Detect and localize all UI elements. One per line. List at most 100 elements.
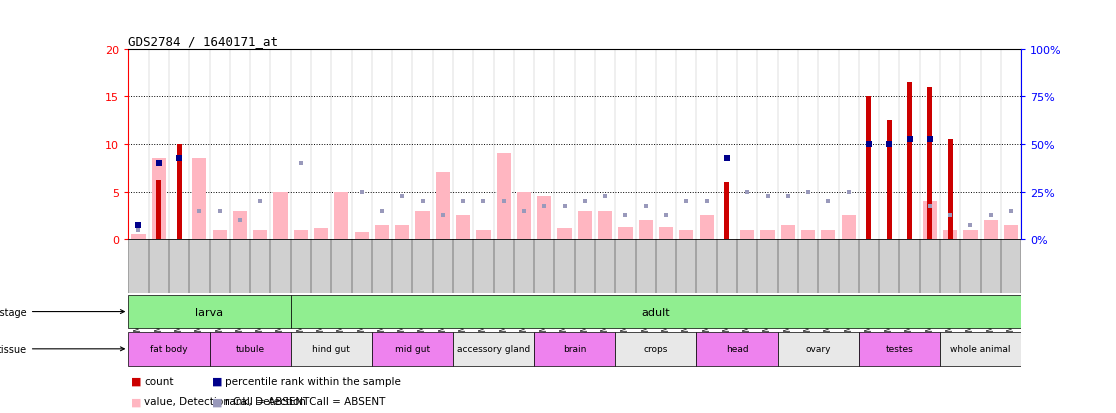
Bar xyxy=(1004,225,1018,240)
Bar xyxy=(352,240,372,293)
Bar xyxy=(920,240,940,293)
Bar xyxy=(375,225,389,240)
Bar xyxy=(983,221,998,240)
Bar xyxy=(331,240,352,293)
Text: accessory gland: accessory gland xyxy=(456,344,530,354)
Bar xyxy=(887,121,892,240)
Bar xyxy=(859,332,940,366)
Bar xyxy=(923,202,937,240)
Bar xyxy=(156,180,161,240)
Bar xyxy=(290,240,311,293)
Bar xyxy=(598,211,613,240)
Text: testes: testes xyxy=(885,344,913,354)
Text: ■: ■ xyxy=(212,396,222,406)
Bar xyxy=(724,183,730,240)
Bar xyxy=(595,240,615,293)
Bar xyxy=(696,240,716,293)
Bar xyxy=(821,230,836,240)
Bar xyxy=(781,225,795,240)
Bar xyxy=(879,240,899,293)
Bar xyxy=(981,240,1001,293)
Bar xyxy=(128,240,148,293)
Bar xyxy=(658,227,673,240)
Text: tissue: tissue xyxy=(0,344,124,354)
Bar xyxy=(273,192,288,240)
Bar xyxy=(413,240,433,293)
Bar xyxy=(801,230,815,240)
Bar xyxy=(907,83,912,240)
Bar xyxy=(778,240,798,293)
Bar xyxy=(473,240,493,293)
Text: brain: brain xyxy=(564,344,586,354)
Bar xyxy=(415,211,430,240)
Bar xyxy=(128,295,290,329)
Bar xyxy=(737,240,758,293)
Text: ■: ■ xyxy=(131,396,141,406)
Text: mid gut: mid gut xyxy=(395,344,430,354)
Bar xyxy=(859,240,879,293)
Text: rank, Detection Call = ABSENT: rank, Detection Call = ABSENT xyxy=(225,396,386,406)
Bar xyxy=(355,232,368,240)
Bar xyxy=(1001,240,1021,293)
Bar xyxy=(638,221,653,240)
Bar xyxy=(818,240,838,293)
Bar xyxy=(190,240,210,293)
Bar xyxy=(233,211,247,240)
Bar xyxy=(615,332,696,366)
Text: hind gut: hind gut xyxy=(312,344,350,354)
Bar xyxy=(435,173,450,240)
Text: count: count xyxy=(144,376,173,386)
Bar xyxy=(311,240,331,293)
Text: development stage: development stage xyxy=(0,307,124,317)
Bar xyxy=(250,240,270,293)
Bar xyxy=(477,230,491,240)
Text: fat body: fat body xyxy=(151,344,187,354)
Bar xyxy=(453,332,535,366)
Bar xyxy=(636,240,656,293)
Bar xyxy=(535,240,555,293)
Bar xyxy=(760,230,775,240)
Bar xyxy=(700,216,714,240)
Bar xyxy=(960,240,981,293)
Bar xyxy=(656,240,676,293)
Bar xyxy=(866,97,872,240)
Bar xyxy=(798,240,818,293)
Bar xyxy=(456,216,470,240)
Bar xyxy=(497,154,511,240)
Text: adult: adult xyxy=(642,307,671,317)
Bar xyxy=(578,211,591,240)
Bar xyxy=(940,332,1021,366)
Bar xyxy=(676,240,696,293)
Bar xyxy=(192,159,206,240)
Text: value, Detection Call = ABSENT: value, Detection Call = ABSENT xyxy=(144,396,309,406)
Bar xyxy=(253,230,268,240)
Bar xyxy=(680,230,693,240)
Bar xyxy=(615,240,636,293)
Bar xyxy=(152,159,166,240)
Text: larva: larva xyxy=(195,307,223,317)
Bar xyxy=(555,240,575,293)
Text: ovary: ovary xyxy=(806,344,831,354)
Text: tubule: tubule xyxy=(235,344,264,354)
Bar xyxy=(148,240,169,293)
Bar xyxy=(128,332,210,366)
Bar xyxy=(535,332,615,366)
Bar xyxy=(372,240,392,293)
Text: ■: ■ xyxy=(131,376,141,386)
Bar xyxy=(372,332,453,366)
Bar xyxy=(210,332,290,366)
Bar xyxy=(314,228,328,240)
Bar xyxy=(132,235,145,240)
Bar xyxy=(618,227,633,240)
Bar xyxy=(290,332,372,366)
Bar xyxy=(513,240,535,293)
Bar xyxy=(947,140,953,240)
Text: percentile rank within the sample: percentile rank within the sample xyxy=(225,376,402,386)
Bar xyxy=(841,216,856,240)
Bar xyxy=(176,145,182,240)
Bar xyxy=(290,295,1021,329)
Bar xyxy=(716,240,737,293)
Bar xyxy=(210,240,230,293)
Bar xyxy=(575,240,595,293)
Bar xyxy=(838,240,859,293)
